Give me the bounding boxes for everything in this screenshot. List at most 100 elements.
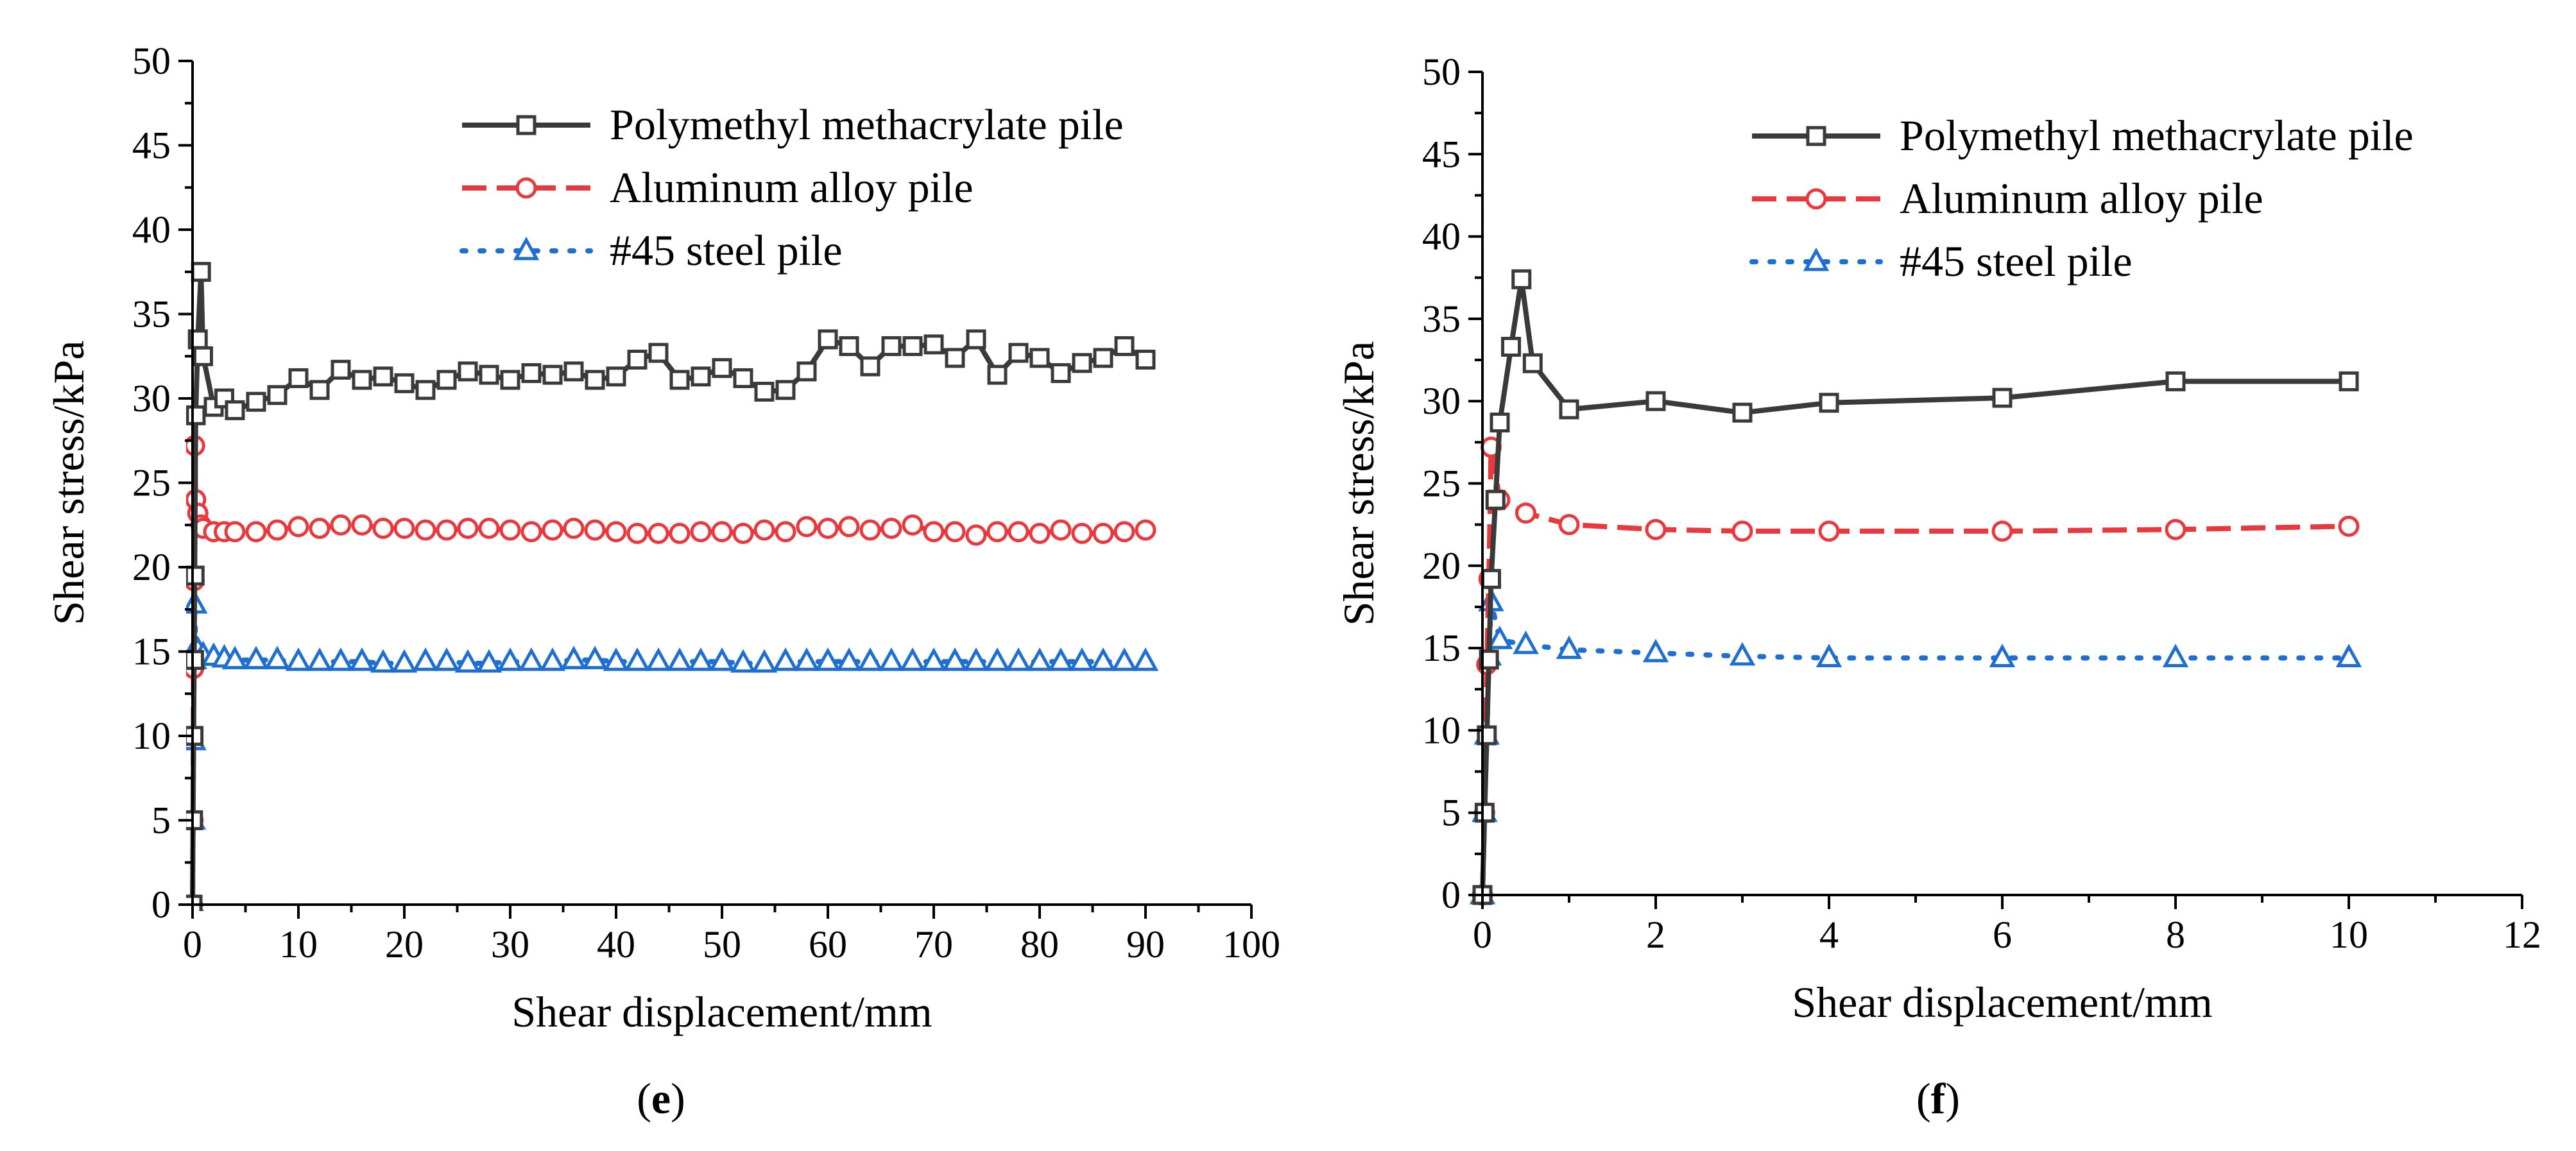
- data-point-steel: [1026, 647, 1053, 671]
- data-point-steel: [518, 647, 545, 671]
- data-point-steel: [730, 649, 757, 673]
- series-aluminum: [186, 435, 1156, 911]
- axes-f: 0 5 10 15 20 25 30 35 40 45 50 0 2 4 6 8 10 12: [1422, 51, 2541, 956]
- y-tick-label: 20: [132, 546, 171, 588]
- data-point-pmma: [1992, 388, 2013, 408]
- data-point-pmma: [563, 361, 584, 382]
- data-point-pmma: [945, 348, 965, 368]
- y-tick-label: 20: [1422, 545, 1461, 587]
- series-pmma: [1472, 269, 2359, 905]
- x-tick-label: 10: [279, 923, 318, 966]
- data-point-aluminum: [1515, 502, 1536, 524]
- data-point-pmma: [2165, 371, 2186, 391]
- data-point-steel: [264, 645, 291, 670]
- legend-marker-shape: [516, 115, 537, 135]
- legend-label-steel-f: #45 steel pile: [1900, 237, 2133, 286]
- series-steel: [1470, 588, 2362, 905]
- data-point-aluminum: [415, 519, 436, 541]
- legend-marker-pmma: [1806, 126, 1826, 146]
- data-point-pmma: [987, 364, 1008, 385]
- data-point-steel: [412, 647, 439, 671]
- data-point-steel: [391, 649, 418, 673]
- data-point-pmma: [648, 343, 669, 363]
- data-point-pmma: [186, 565, 205, 586]
- data-point-aluminum: [605, 521, 627, 543]
- data-point-steel: [1816, 644, 1842, 667]
- data-point-pmma: [394, 373, 415, 393]
- data-point-steel: [836, 647, 863, 671]
- x-tick-label: 8: [2166, 914, 2185, 956]
- x-tick-label: 20: [385, 923, 424, 966]
- data-point-aluminum: [648, 522, 669, 544]
- data-point-steel: [878, 647, 905, 671]
- x-tick-label: 10: [2330, 914, 2368, 956]
- data-point-pmma: [839, 336, 859, 356]
- data-point-steel: [433, 647, 460, 671]
- data-point-steel: [370, 649, 397, 673]
- data-point-aluminum: [626, 522, 648, 544]
- data-point-pmma: [267, 385, 288, 405]
- y-tick-label: 0: [1441, 874, 1461, 916]
- data-point-steel: [454, 649, 481, 673]
- data-point-steel: [1642, 638, 1669, 663]
- data-point-aluminum: [775, 521, 796, 543]
- data-point-aluminum: [1008, 521, 1029, 543]
- data-point-pmma: [691, 366, 711, 387]
- data-point-steel: [327, 647, 354, 671]
- x-tick-label: 70: [914, 923, 953, 966]
- data-point-pmma: [458, 361, 478, 382]
- data-point-pmma: [193, 346, 213, 366]
- data-point-pmma: [1522, 353, 1543, 373]
- data-point-steel: [348, 647, 375, 671]
- series-pmma: [186, 262, 1156, 911]
- data-point-pmma: [2339, 371, 2359, 391]
- data-point-pmma: [1490, 413, 1510, 433]
- data-point-pmma: [1481, 568, 1501, 589]
- data-point-pmma: [542, 364, 563, 385]
- data-point-pmma: [331, 359, 351, 380]
- data-point-aluminum: [457, 518, 479, 540]
- data-point-aluminum: [1029, 522, 1051, 544]
- data-point-pmma: [627, 350, 648, 370]
- data-point-aluminum: [1113, 521, 1135, 543]
- data-point-aluminum: [838, 516, 860, 538]
- data-point-steel: [2335, 644, 2362, 667]
- legend-marker-shape: [1805, 188, 1827, 210]
- data-point-aluminum: [584, 519, 606, 541]
- panel-label-f: (f): [1916, 1074, 1960, 1123]
- data-point-steel: [899, 647, 926, 671]
- data-point-steel: [285, 647, 312, 671]
- x-tick-label: 2: [1646, 914, 1665, 956]
- series-aluminum: [1472, 436, 2360, 906]
- data-point-pmma: [1051, 363, 1071, 384]
- series-line-steel: [190, 601, 1148, 907]
- data-point-pmma: [1501, 337, 1522, 357]
- y-tick-label: 45: [1422, 133, 1461, 175]
- data-point-aluminum: [330, 514, 352, 536]
- data-point-pmma: [1072, 353, 1092, 373]
- data-point-aluminum: [520, 521, 542, 543]
- data-point-pmma: [1511, 269, 1532, 289]
- data-point-pmma: [1135, 350, 1156, 370]
- x-tick-label: 0: [1473, 914, 1492, 956]
- legend-marker-aluminum: [1805, 188, 1827, 210]
- data-point-aluminum: [351, 514, 373, 536]
- data-point-aluminum: [372, 518, 394, 540]
- y-tick-label: 50: [1422, 51, 1461, 93]
- data-point-pmma: [733, 368, 753, 388]
- data-point-pmma: [1093, 348, 1113, 368]
- data-point-steel: [1556, 635, 1583, 660]
- data-point-steel: [581, 645, 608, 670]
- legend-marker-steel: [513, 236, 540, 260]
- panel-letter-f: f: [1931, 1074, 1946, 1123]
- data-point-aluminum: [1818, 520, 1840, 542]
- data-point-steel: [708, 647, 735, 671]
- x-tick-label: 100: [1223, 923, 1280, 966]
- data-point-steel: [814, 647, 841, 671]
- x-tick-label: 0: [183, 923, 202, 966]
- data-point-steel: [793, 647, 820, 671]
- data-point-pmma: [214, 388, 234, 409]
- data-point-aluminum: [1731, 520, 1753, 542]
- data-point-pmma: [1819, 393, 1839, 413]
- data-point-pmma: [373, 366, 393, 387]
